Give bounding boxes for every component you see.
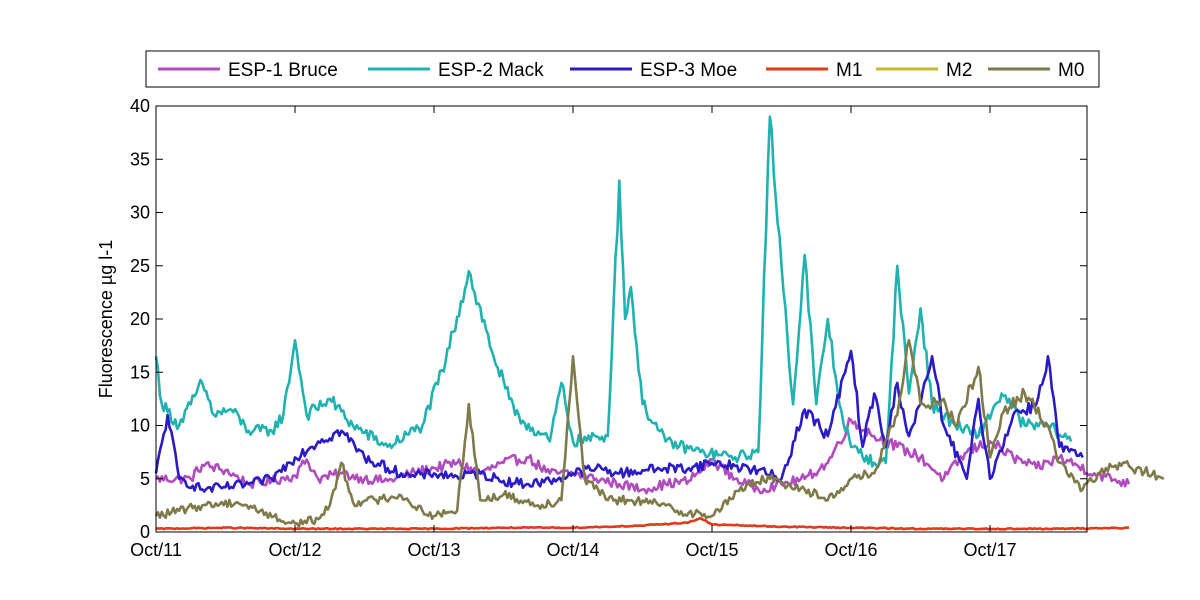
- x-tick-label: Oct/16: [824, 540, 877, 560]
- y-tick-label: 10: [130, 416, 150, 436]
- x-tick-label: Oct/14: [546, 540, 599, 560]
- series-line-esp-3-moe: [154, 349, 1084, 493]
- legend-label: M0: [1058, 60, 1084, 81]
- x-tick-label: Oct/13: [407, 540, 460, 560]
- series-line-m1: [155, 516, 1130, 531]
- x-tick-label: Oct/11: [130, 540, 182, 560]
- y-axis-label: Fluorescence µg l-1: [96, 240, 116, 398]
- series-layer: [154, 115, 1165, 531]
- y-tick-label: 25: [130, 256, 150, 276]
- x-tick-label: Oct/15: [685, 540, 738, 560]
- x-axis: Oct/11 Oct/12 Oct/13 Oct/14 Oct/15 Oct/16 Oct/…: [130, 106, 1017, 560]
- y-tick-label: 15: [130, 362, 150, 382]
- y-tick-label: 35: [130, 149, 150, 169]
- y-tick-label: 20: [130, 309, 150, 329]
- legend-label: ESP-2 Mack: [438, 60, 544, 81]
- x-tick-label: Oct/17: [963, 540, 1016, 560]
- legend: ESP-1 Bruce ESP-2 Mack ESP-3 Moe M1 M2 M0: [158, 60, 1084, 81]
- x-tick-label: Oct/12: [268, 540, 321, 560]
- legend-label: M1: [836, 60, 862, 81]
- series-line-esp-2-mack: [154, 115, 1073, 469]
- y-tick-label: 30: [130, 203, 150, 223]
- series-line-m0: [154, 339, 1165, 528]
- y-tick-label: 0: [140, 522, 150, 542]
- y-tick-label: 40: [130, 96, 150, 116]
- legend-label: ESP-1 Bruce: [228, 60, 338, 81]
- y-tick-label: 5: [140, 469, 150, 489]
- series-line-esp-1-bruce: [155, 417, 1131, 495]
- legend-label: ESP-3 Moe: [640, 60, 737, 81]
- legend-label: M2: [946, 60, 972, 81]
- y-axis: 0 5 10 15 20 25 30 35 40: [130, 96, 1087, 542]
